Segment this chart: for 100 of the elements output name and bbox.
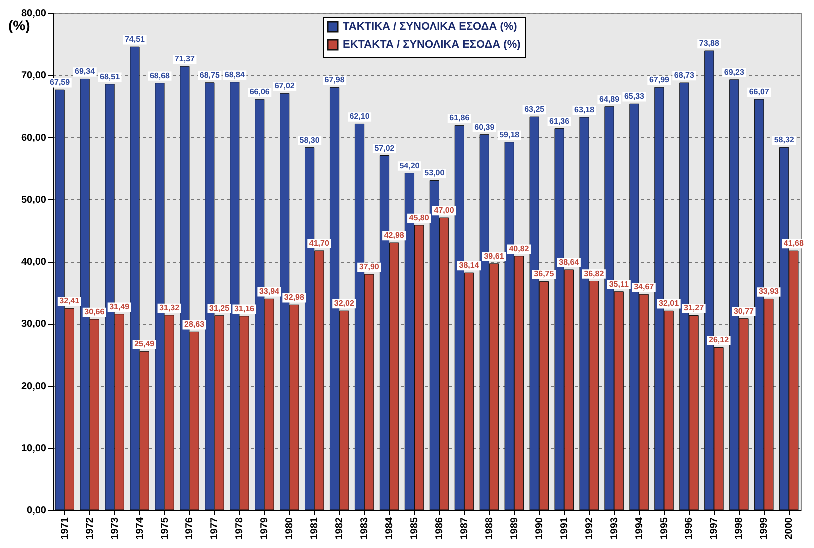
y-tick-label: 10,00: [21, 443, 47, 454]
data-label: 66,06: [250, 88, 270, 97]
x-tick-label: 1980: [284, 517, 296, 540]
x-tick-label: 1977: [210, 517, 221, 540]
data-label: 32,41: [60, 296, 80, 306]
data-label: 67,02: [274, 82, 296, 91]
x-tick-label: 1974: [134, 517, 146, 540]
data-label: 74,51: [124, 35, 146, 44]
x-tick-label: 1986: [434, 517, 446, 540]
x-tick-label: 1992: [584, 517, 596, 540]
x-tick-label: 1975: [160, 517, 171, 540]
x-tick-label: 1996: [684, 517, 696, 540]
data-label: 45,80: [409, 213, 430, 222]
data-label: 69,23: [724, 68, 745, 77]
data-label: 67,59: [50, 78, 71, 88]
data-label: 58,30: [300, 136, 320, 145]
data-label: 66,07: [749, 88, 770, 97]
x-tick-label: 1981: [310, 517, 321, 540]
data-label: 40,82: [509, 244, 530, 254]
x-tick-label: 1988: [484, 517, 496, 540]
x-tick-label: 2000: [784, 517, 796, 540]
y-axis-title: (%): [8, 18, 30, 34]
data-label: 53,00: [424, 168, 446, 178]
data-label: 47,00: [434, 206, 455, 216]
x-tick-label: 1995: [659, 517, 670, 540]
y-tick-label: 80,00: [21, 8, 47, 20]
x-tick-label: 1984: [384, 517, 396, 540]
data-label: 26,12: [709, 336, 730, 345]
data-label: 68,75: [200, 70, 220, 80]
data-label: 32,02: [334, 299, 355, 308]
data-label: 73,88: [699, 39, 720, 48]
data-label: 25,49: [134, 340, 156, 349]
x-tick-label: 1985: [410, 517, 421, 540]
data-label: 31,27: [684, 304, 705, 313]
x-tick-label: 1994: [634, 517, 646, 540]
y-tick-label: 20,00: [21, 381, 47, 392]
x-tick-label: 1999: [759, 517, 770, 540]
data-label: 31,16: [234, 304, 256, 314]
data-label: 30,77: [734, 306, 755, 316]
data-label: 37,90: [359, 262, 380, 272]
data-label: 41,70: [309, 238, 330, 248]
data-label: 38,64: [559, 258, 580, 267]
data-label: 64,89: [599, 94, 620, 104]
data-label: 63,18: [574, 105, 596, 114]
data-label: 39,61: [484, 252, 505, 261]
data-label: 69,34: [75, 67, 96, 76]
y-tick-label: 0,00: [27, 506, 47, 516]
x-tick-label: 1971: [60, 517, 71, 540]
data-label: 36,75: [534, 270, 555, 279]
x-tick-label: 1993: [609, 517, 620, 540]
data-label: 63,25: [524, 105, 546, 114]
data-label: 31,32: [160, 303, 180, 312]
y-tick-label: 50,00: [21, 194, 47, 206]
data-label: 68,73: [674, 71, 695, 80]
data-label: 68,84: [224, 70, 246, 80]
x-tick-label: 1987: [459, 517, 470, 540]
data-label: 57,02: [374, 144, 396, 153]
data-label: 58,32: [774, 136, 795, 145]
data-label: 33,94: [259, 287, 280, 296]
x-tick-label: 1997: [709, 517, 720, 540]
x-tick-label: 1989: [509, 517, 520, 540]
data-label: 33,93: [758, 287, 780, 296]
x-tick-label: 1983: [360, 517, 371, 540]
data-label: 35,11: [609, 280, 630, 289]
data-label: 68,51: [100, 72, 121, 82]
x-tick-label: 1973: [110, 517, 121, 540]
data-label: 30,66: [84, 308, 106, 317]
y-tick-label: 60,00: [21, 132, 47, 144]
x-tick-label: 1976: [184, 517, 196, 540]
y-tick-label: 70,00: [21, 70, 47, 82]
data-label: 41,68: [784, 239, 804, 248]
data-label: 54,20: [400, 161, 420, 170]
x-tick-label: 1991: [559, 517, 570, 540]
data-label: 28,63: [184, 320, 206, 330]
legend-label: ΤΑΚΤΙΚΑ / ΣΥΝΟΛΙΚΑ ΕΣΟΔΑ (%): [343, 21, 518, 33]
x-tick-label: 1979: [260, 517, 271, 540]
x-tick-label: 1972: [84, 517, 96, 540]
y-tick-label: 30,00: [21, 319, 47, 330]
data-label: 60,39: [474, 122, 496, 132]
data-label: 38,14: [459, 261, 480, 270]
data-label: 32,01: [659, 299, 680, 308]
data-label: 61,36: [550, 116, 570, 126]
x-tick-label: 1982: [334, 517, 346, 540]
data-label: 36,82: [584, 269, 605, 278]
data-label: 61,86: [450, 114, 470, 123]
data-label: 68,68: [150, 71, 171, 80]
data-label: 59,18: [500, 130, 520, 140]
data-label: 31,25: [210, 304, 230, 313]
data-label: 67,99: [649, 76, 670, 85]
legend-label: ΕΚΤΑΚΤΑ / ΣΥΝΟΛΙΚΑ ΕΣΟΔΑ (%): [343, 39, 522, 51]
data-label: 62,10: [350, 112, 370, 122]
y-tick-label: 40,00: [21, 257, 47, 268]
data-label: 67,98: [324, 76, 346, 85]
x-tick-label: 1978: [234, 517, 246, 540]
data-label: 71,37: [174, 54, 196, 64]
data-label: 65,33: [624, 92, 646, 102]
data-label: 34,67: [634, 282, 655, 292]
data-label: 42,98: [384, 230, 405, 240]
x-tick-label: 1990: [534, 517, 546, 540]
data-label: 31,49: [110, 302, 130, 312]
